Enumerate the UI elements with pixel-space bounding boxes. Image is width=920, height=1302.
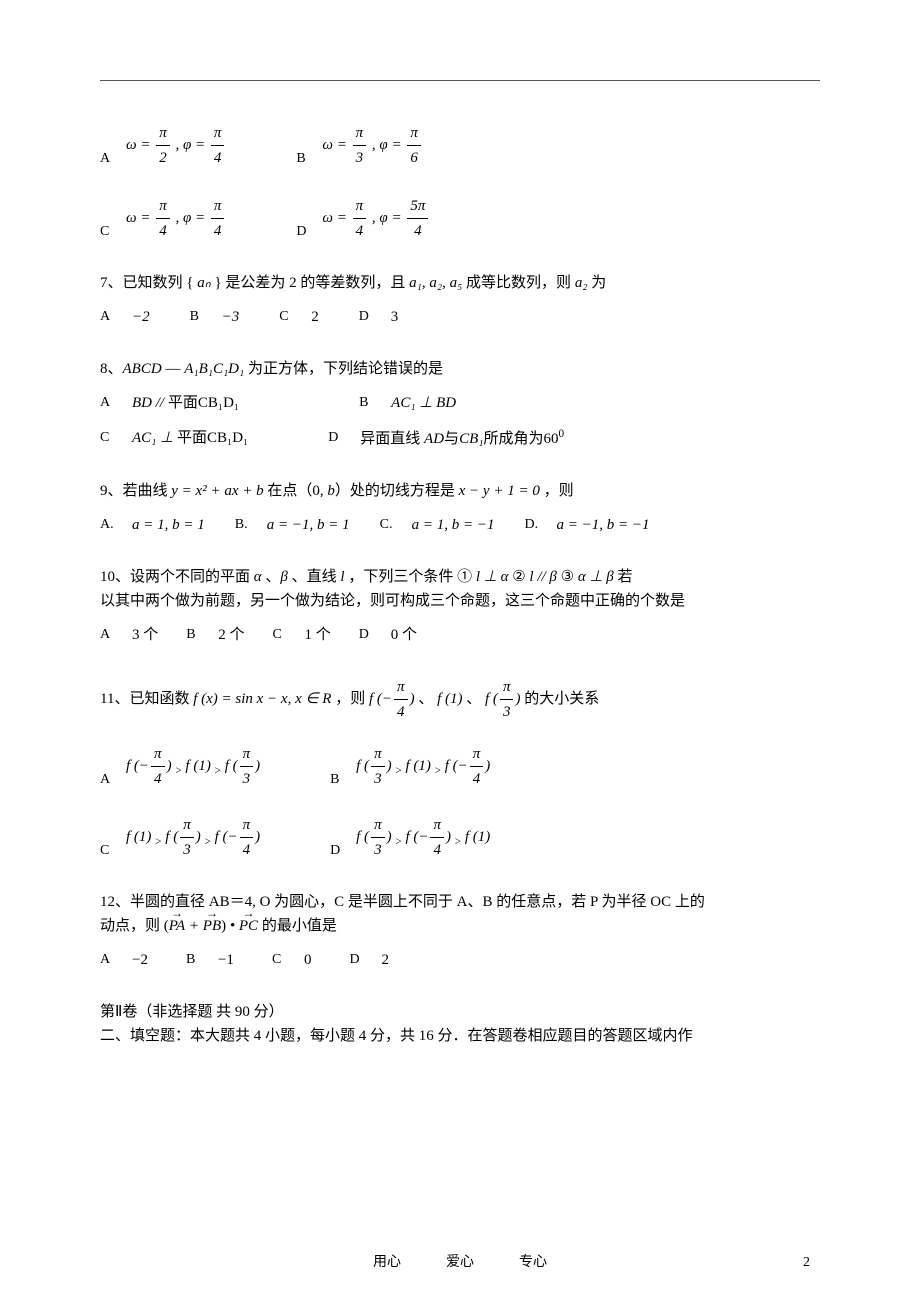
top-rule [100, 80, 820, 81]
option-value: a = 1, b = −1 [412, 513, 495, 537]
option-label: D [349, 949, 367, 971]
q9-stem: 9、若曲线 y = x² + ax + b 在点（0, b）处的切线方程是 x … [100, 483, 574, 499]
option-label: B [296, 148, 314, 170]
option-label: A [100, 949, 118, 971]
q6-b-expr: ω = π3 , φ = π6 [322, 121, 422, 170]
option-label: B [186, 949, 204, 971]
option-label: B [359, 392, 377, 414]
q9: 9、若曲线 y = x² + ax + b 在点（0, b）处的切线方程是 x … [100, 479, 820, 537]
q8: 8、ABCD — A₁B₁C₁D₁ 为正方体，下列结论错误的是 A BD // … [100, 357, 820, 451]
q8-row1: A BD // 平面CB₁D₁ B AC₁ ⊥ BD [100, 391, 820, 415]
option-value: −2 [132, 305, 150, 329]
q12-options: A −2 B −1 C0 D2 [100, 948, 820, 972]
option-label: D [328, 427, 346, 449]
option-value: 3 个 [132, 623, 158, 647]
option-label: C. [380, 514, 398, 536]
q11-b-expr: f (π3) > f (1) > f (−π4) [356, 742, 490, 791]
option-value: −3 [222, 305, 240, 329]
option-value: 2 [311, 305, 319, 329]
q11: 11、已知函数 f (x) = sin x − x, x ∈ R ，则 f (−… [100, 675, 820, 862]
option-value: −1 [218, 948, 234, 972]
option-label: B [330, 769, 348, 791]
section2: 第Ⅱ卷（非选择题 共 90 分） 二、填空题：本大题共 4 小题，每小题 4 分… [100, 1000, 820, 1048]
q6-d-expr: ω = π4 , φ = 5π4 [322, 194, 430, 243]
option-label: A [100, 148, 118, 170]
q6-a-expr: ω = π2 , φ = π4 [126, 121, 226, 170]
option-label: B [190, 306, 208, 328]
option-label: D [296, 221, 314, 243]
q8-stem: 8、ABCD — A₁B₁C₁D₁ 为正方体，下列结论错误的是 [100, 361, 443, 377]
footer-a: 用心 [373, 1255, 401, 1270]
q11-c-expr: f (1) > f (π3) > f (−π4) [126, 813, 260, 862]
option-label: D [359, 306, 377, 328]
q6-row-ab: A ω = π2 , φ = π4 B ω = π3 , φ = π6 [100, 121, 820, 170]
option-label: C [100, 840, 118, 862]
option-label: C [100, 221, 118, 243]
option-label: D [359, 624, 377, 646]
q9-options: A. a = 1, b = 1 B. a = −1, b = 1 C. a = 1, … [100, 513, 820, 537]
q6-row-cd: C ω = π4 , φ = π4 D ω = π4 , φ = 5π4 [100, 194, 820, 243]
q10-options: A 3 个 B 2 个 C 1 个 D 0 个 [100, 623, 820, 647]
q11-d-expr: f (π3) > f (−π4) > f (1) [356, 813, 490, 862]
option-label: C [272, 949, 290, 971]
q12: 12、半圆的直径 AB＝4, O 为圆心，C 是半圆上不同于 A、B 的任意点，… [100, 890, 820, 972]
footer: 用心 爱心 专心 2 [0, 1252, 920, 1274]
footer-b: 爱心 [446, 1255, 474, 1270]
option-value: AC₁ ⊥ 平面CB₁D₁ [132, 426, 248, 450]
option-value: 0 个 [391, 623, 417, 647]
option-label: A [100, 769, 118, 791]
option-value: a = −1, b = −1 [557, 513, 650, 537]
option-value: BD // 平面CB₁D₁ [132, 391, 239, 415]
section2-title: 第Ⅱ卷（非选择题 共 90 分） [100, 1000, 820, 1024]
option-label: C [273, 624, 291, 646]
option-label: C [279, 306, 297, 328]
section2-instr: 二、填空题：本大题共 4 小题，每小题 4 分，共 16 分．在答题卷相应题目的… [100, 1024, 820, 1048]
q11-stem: 11、已知函数 f (x) = sin x − x, x ∈ R ，则 f (−… [100, 675, 820, 724]
page-number: 2 [803, 1252, 810, 1274]
option-label: D [330, 840, 348, 862]
q6-c-expr: ω = π4 , φ = π4 [126, 194, 226, 243]
page: A ω = π2 , φ = π4 B ω = π3 , φ = π6 C ω … [0, 0, 920, 1302]
q7-options: A −2 B −3 C2 D3 [100, 305, 820, 329]
q11-a-expr: f (−π4) > f (1) > f (π3) [126, 742, 260, 791]
q10-line2: 以其中两个做为前题，另一个做为结论，则可构成三个命题，这三个命题中正确的个数是 [100, 589, 820, 613]
option-value: 2 个 [218, 623, 244, 647]
option-value: 3 [391, 305, 399, 329]
option-label: A [100, 624, 118, 646]
option-label: B. [235, 514, 253, 536]
q11-row-cd: C f (1) > f (π3) > f (−π4) D f (π3) > f … [100, 813, 820, 862]
q7: 7、已知数列 { aₙ } 是公差为 2 的等差数列，且 a₁, a₂, a₅ … [100, 271, 820, 329]
option-label: A. [100, 514, 118, 536]
option-label: D. [525, 514, 543, 536]
option-value: a = −1, b = 1 [267, 513, 350, 537]
option-value: 2 [381, 948, 389, 972]
option-value: 0 [304, 948, 312, 972]
option-value: 异面直线 AD与CB₁所成角为600 [360, 425, 564, 451]
q10: 10、设两个不同的平面 α 、β 、直线 l ，下列三个条件 ① l ⊥ α ②… [100, 565, 820, 647]
option-label: A [100, 306, 118, 328]
option-label: B [186, 624, 204, 646]
q8-row2: C AC₁ ⊥ 平面CB₁D₁ D 异面直线 AD与CB₁所成角为600 [100, 425, 820, 451]
footer-c: 专心 [519, 1255, 547, 1270]
option-label: C [100, 427, 118, 449]
q11-row-ab: A f (−π4) > f (1) > f (π3) B f (π3) > f … [100, 742, 820, 791]
option-value: −2 [132, 948, 148, 972]
option-value: AC₁ ⊥ BD [391, 391, 456, 415]
option-value: a = 1, b = 1 [132, 513, 205, 537]
q7-stem: 7、已知数列 { aₙ } 是公差为 2 的等差数列，且 a₁, a₂, a₅ … [100, 275, 606, 291]
option-label: A [100, 392, 118, 414]
q10-line1: 10、设两个不同的平面 α 、β 、直线 l ，下列三个条件 ① l ⊥ α ②… [100, 565, 820, 589]
option-value: 1 个 [305, 623, 331, 647]
q12-line2: 动点，则 (PA + PB) • PC 的最小值是 [100, 914, 820, 938]
